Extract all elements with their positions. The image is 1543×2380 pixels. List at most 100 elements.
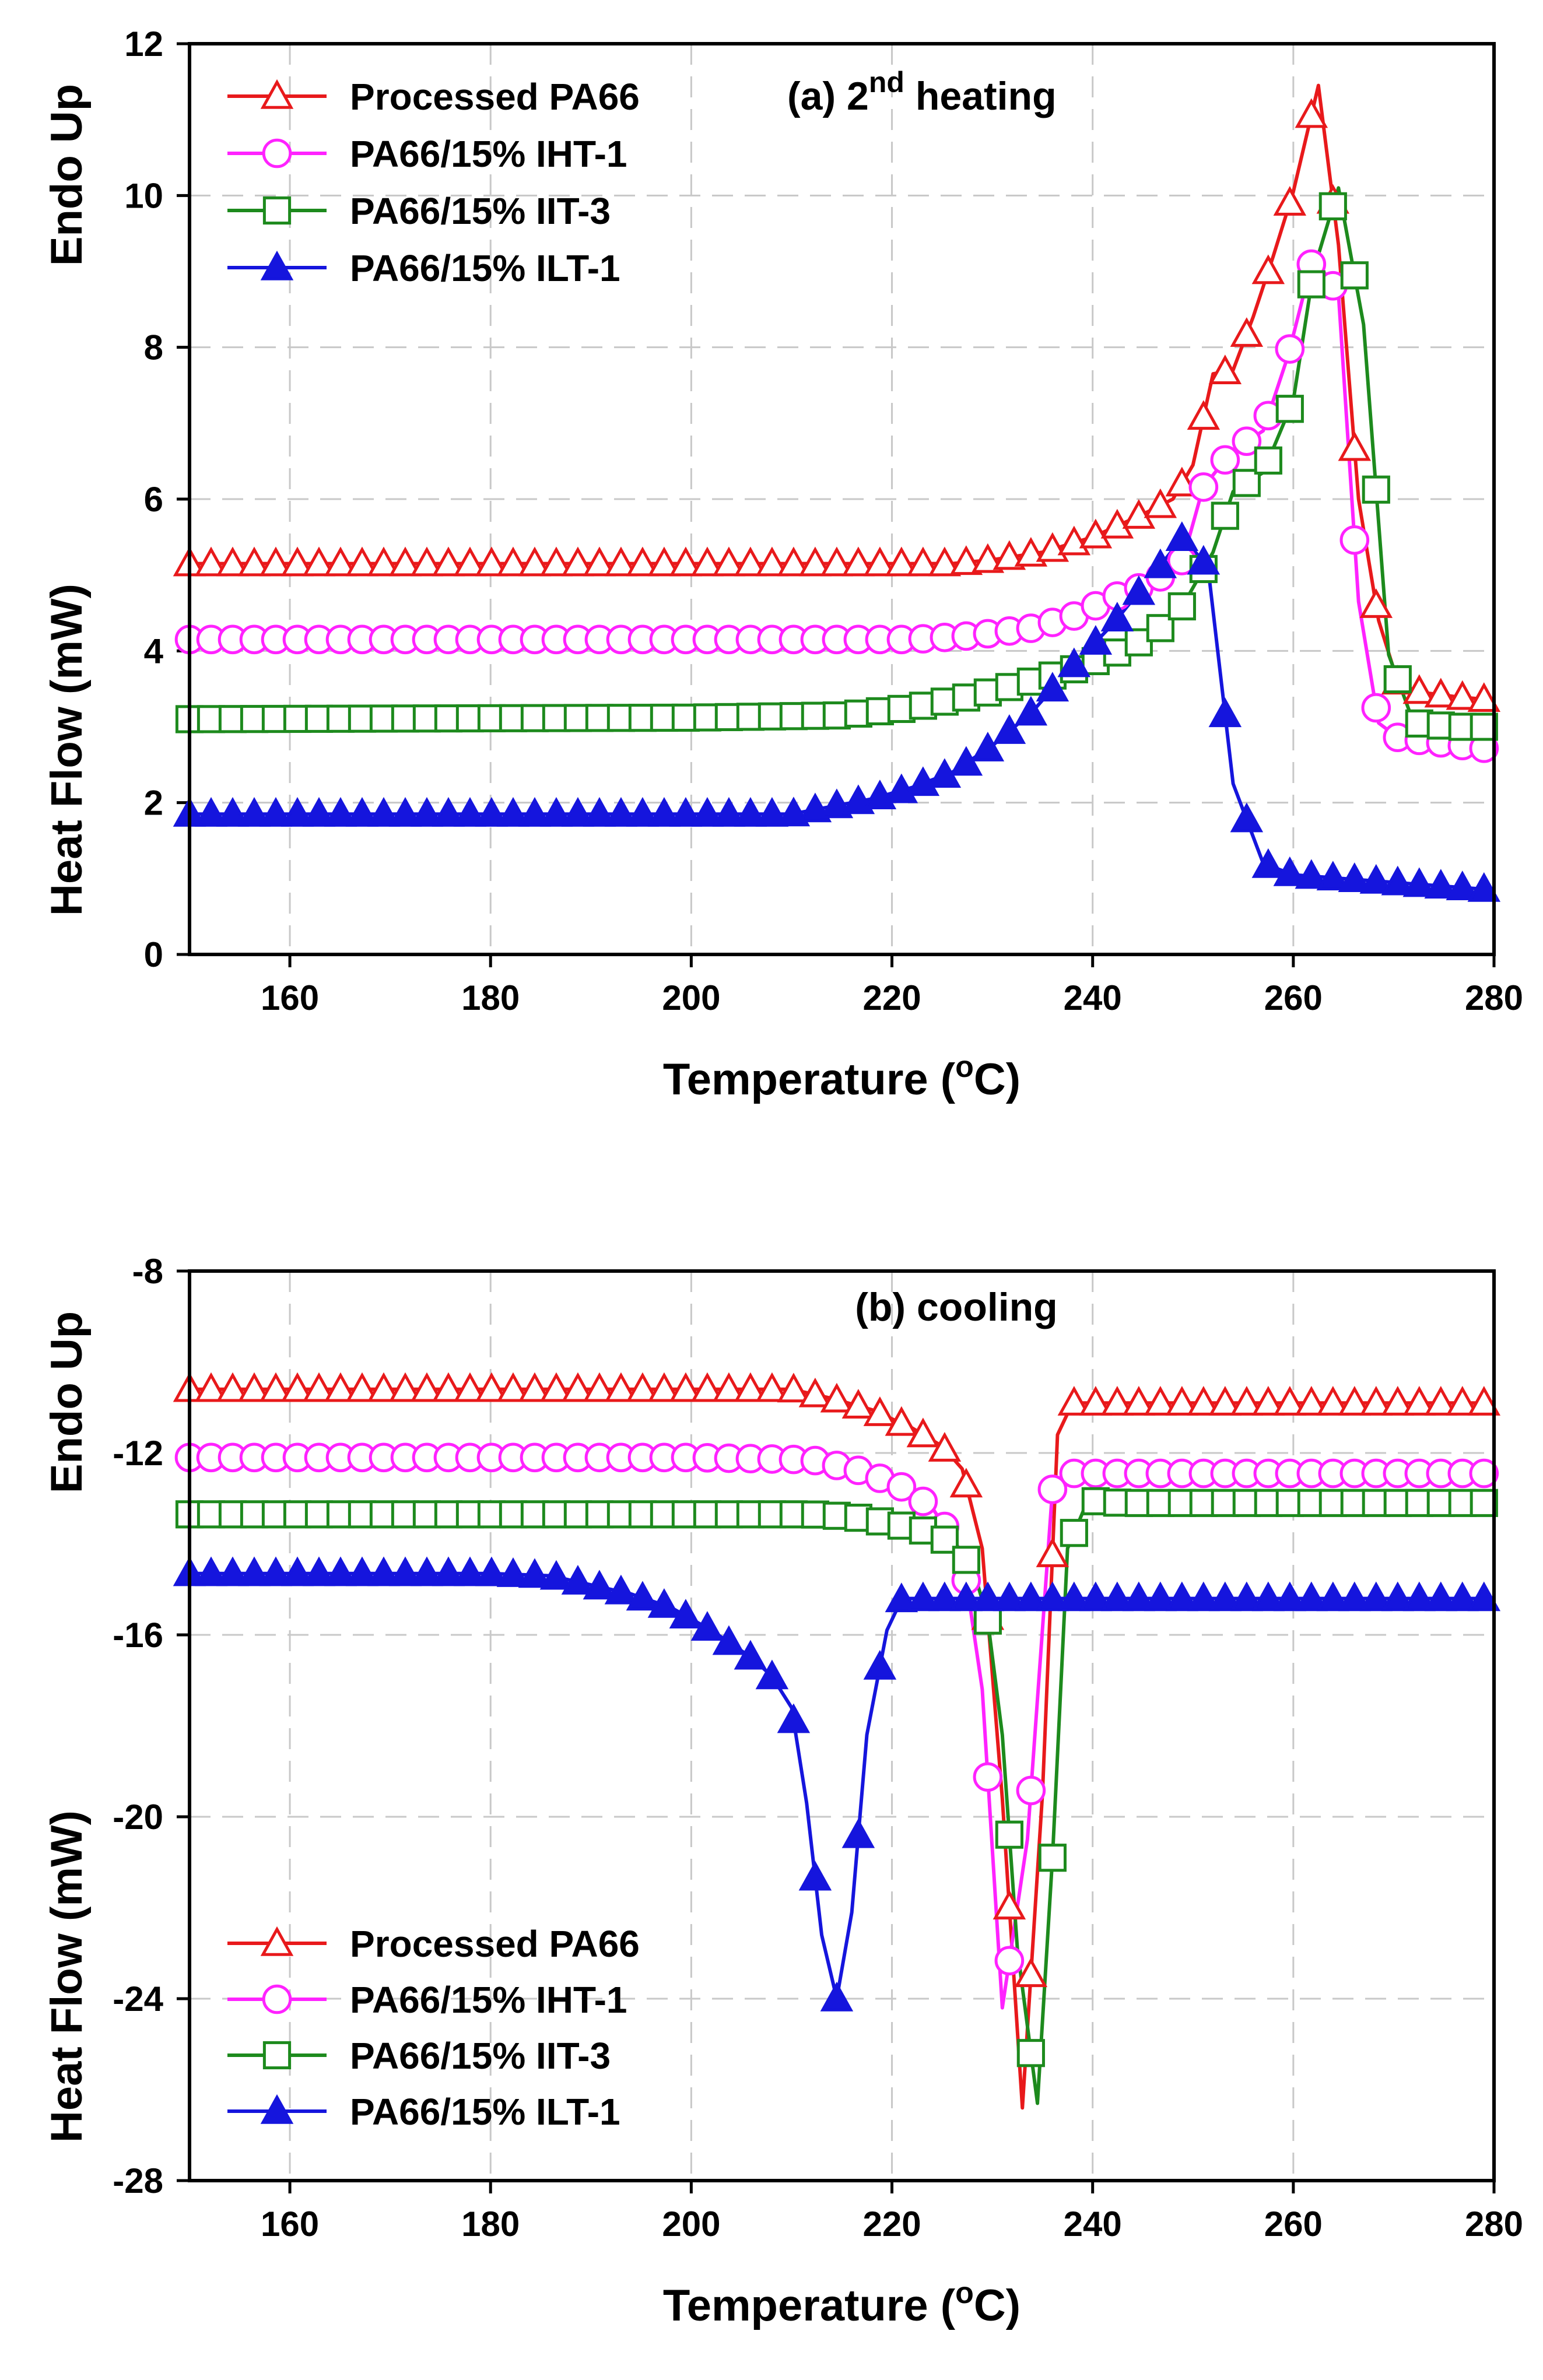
data-point [734, 546, 767, 577]
data-point [583, 1570, 616, 1600]
data-point [1467, 872, 1501, 902]
data-point [1340, 261, 1369, 290]
data-point [194, 546, 228, 577]
data-point [302, 546, 336, 577]
data-point [1208, 354, 1242, 385]
data-point [1016, 2039, 1045, 2067]
data-point [1037, 1475, 1068, 1504]
data-point [885, 1406, 918, 1436]
legend-marker [262, 196, 292, 225]
data-point [216, 546, 250, 577]
data-point [690, 1372, 724, 1402]
data-point [973, 1762, 1003, 1792]
data-point [1251, 1581, 1285, 1612]
data-point [583, 1372, 616, 1402]
y-tick-label: 4 [144, 631, 164, 671]
y-tick-label: -8 [132, 1252, 163, 1291]
data-point [561, 1372, 595, 1402]
data-point [1316, 861, 1350, 891]
data-point [820, 1981, 854, 2012]
data-point [1338, 862, 1372, 892]
series-line-2 [190, 254, 1495, 752]
data-point [1167, 592, 1196, 621]
series-markers-3 [175, 192, 1498, 741]
data-point [539, 546, 573, 577]
data-point [518, 1558, 552, 1588]
data-point [1359, 1386, 1393, 1416]
data-point [1469, 1458, 1499, 1489]
data-point [993, 540, 1026, 570]
data-point [1446, 1386, 1479, 1416]
data-point [496, 546, 530, 577]
series-markers-4 [173, 521, 1501, 902]
data-point [690, 797, 724, 827]
data-point [928, 1581, 962, 1612]
y-tick-label: 6 [144, 480, 163, 519]
data-point [971, 543, 1005, 573]
data-point [561, 797, 595, 827]
data-point [1232, 426, 1262, 457]
data-point [690, 546, 724, 577]
y-tick-label: 10 [124, 176, 163, 215]
data-point [388, 1556, 422, 1586]
data-point [1381, 865, 1415, 896]
data-point [1297, 270, 1325, 299]
x-tick-label: 200 [662, 978, 720, 1017]
legend-label: PA66/15% IIT-3 [350, 190, 611, 232]
data-point [1467, 1386, 1501, 1416]
series-markers-2 [174, 249, 1499, 763]
data-point [1057, 1581, 1091, 1612]
data-point [1254, 446, 1282, 475]
data-point [475, 1556, 509, 1586]
y-tick-label: 2 [144, 784, 163, 823]
data-point [1232, 469, 1261, 497]
data-point [798, 546, 832, 577]
data-point [1424, 869, 1458, 899]
data-point [1318, 192, 1347, 220]
data-point [539, 1372, 573, 1402]
data-point [1402, 867, 1436, 897]
data-point [993, 1581, 1026, 1612]
data-point [1100, 602, 1134, 631]
data-point [626, 546, 660, 577]
x-tick-label: 260 [1264, 2205, 1323, 2244]
legend-marker [262, 138, 292, 169]
data-point [1014, 1957, 1048, 1988]
data-point [1165, 1581, 1199, 1612]
data-point [237, 546, 271, 577]
data-point [367, 1372, 401, 1402]
legend: Processed PA66 PA66/15% IHT-1 PA66/15% IIT… [227, 76, 640, 289]
x-tick-label: 200 [662, 2205, 720, 2244]
data-point [302, 797, 336, 827]
data-point [1057, 647, 1091, 678]
data-point [432, 546, 465, 577]
series-line-1 [190, 83, 1495, 702]
data-point [712, 1625, 746, 1655]
data-point [777, 1372, 811, 1403]
data-point [583, 797, 616, 827]
data-point [820, 788, 854, 819]
data-point [1275, 334, 1305, 364]
data-point [302, 1372, 336, 1402]
data-point [1339, 525, 1370, 555]
data-point [583, 546, 616, 577]
data-point [324, 546, 357, 577]
data-point [280, 1556, 314, 1586]
y-tick-label: -16 [113, 1616, 163, 1655]
data-point [1359, 588, 1393, 618]
data-point [690, 1611, 724, 1641]
data-point [539, 797, 573, 827]
data-point [626, 1581, 660, 1611]
data-point [820, 1382, 854, 1413]
data-point [1187, 400, 1221, 430]
data-point [1188, 472, 1219, 502]
legend-label: PA66/15% IIT-3 [350, 2035, 611, 2077]
legend-marker [260, 2094, 294, 2124]
data-point [194, 797, 228, 827]
data-point [259, 546, 293, 577]
y-axis-endo-label: Endo Up [42, 1311, 92, 1493]
data-point [1230, 317, 1264, 347]
legend-marker [260, 79, 294, 109]
data-point [1446, 1581, 1479, 1612]
data-point [1381, 1581, 1415, 1612]
